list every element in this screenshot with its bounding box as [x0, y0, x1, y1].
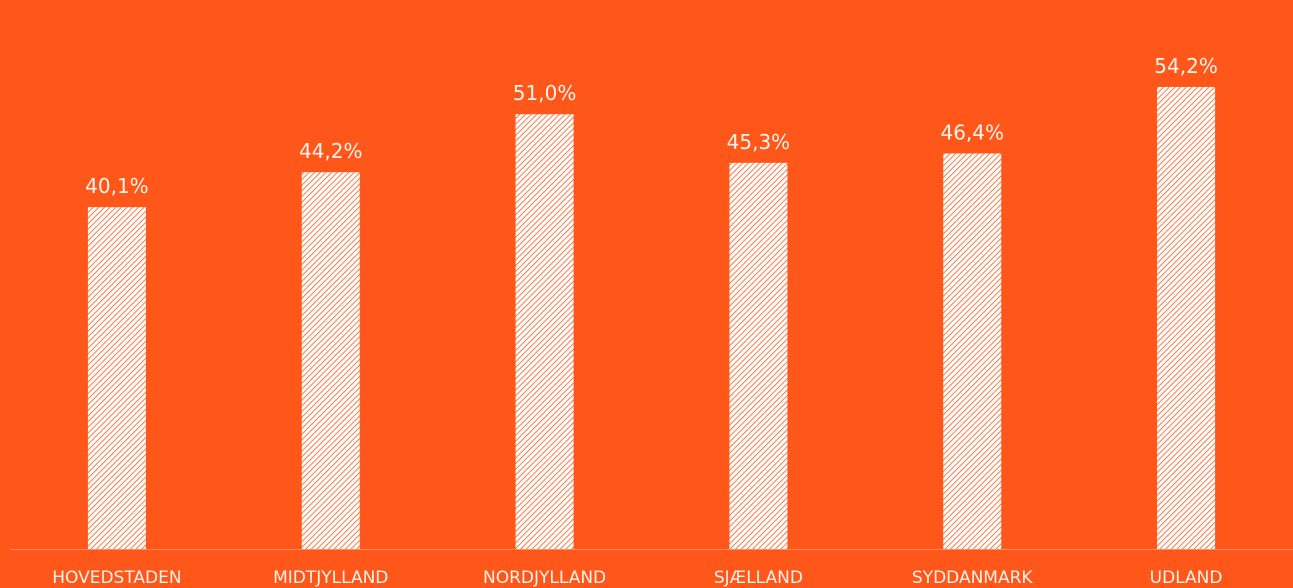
bar: [515, 114, 574, 550]
value-label: 44,2%: [299, 139, 363, 163]
value-label: 40,1%: [85, 174, 149, 198]
x-tick-label: SYDDANMARK: [912, 568, 1034, 588]
bar: [1157, 86, 1216, 549]
bar: [87, 207, 146, 549]
value-label: 51,0%: [513, 81, 577, 105]
bar: [301, 172, 360, 550]
x-tick-label: HOVEDSTADEN: [52, 568, 181, 588]
bar: [729, 162, 788, 550]
bar: [943, 153, 1002, 549]
value-label: 46,4%: [940, 120, 1004, 144]
x-tick-label: MIDTJYLLAND: [273, 568, 388, 588]
x-tick-label: NORDJYLLAND: [483, 568, 606, 588]
value-label: 45,3%: [727, 130, 791, 154]
x-tick-label: UDLAND: [1150, 568, 1223, 588]
x-tick-label: SJÆLLAND: [714, 568, 803, 588]
value-label: 54,2%: [1154, 54, 1218, 78]
